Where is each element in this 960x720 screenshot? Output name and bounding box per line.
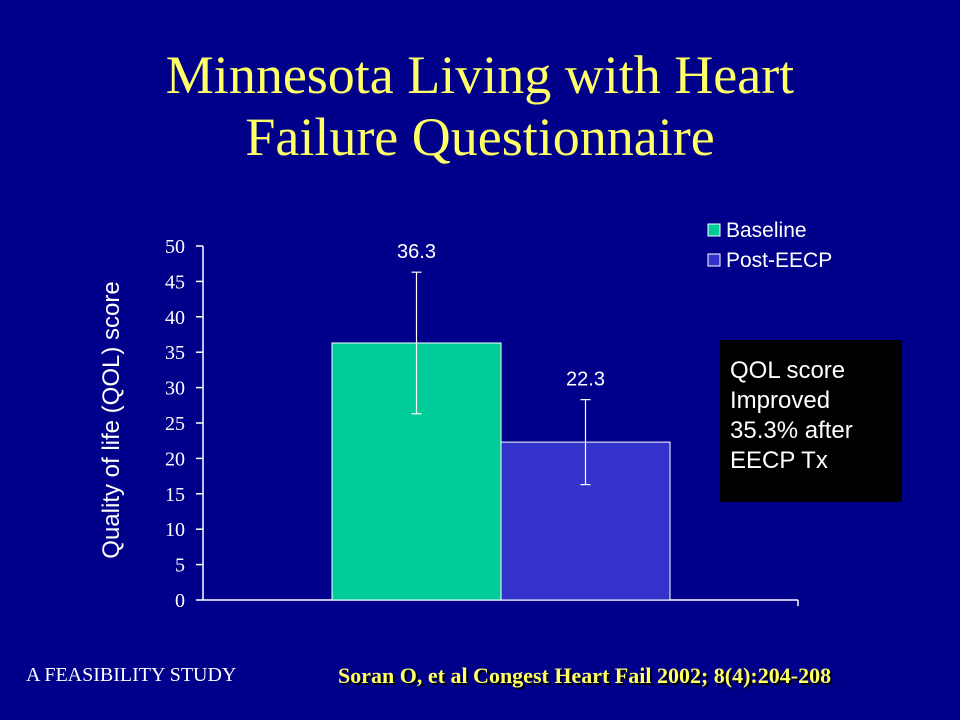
- data-label: 36.3: [397, 241, 436, 263]
- y-tick-label: 40: [165, 307, 185, 329]
- data-label: 22.3: [566, 369, 605, 391]
- legend-label: Baseline: [726, 219, 807, 242]
- title-line-1: Minnesota Living with Heart: [165, 45, 795, 105]
- y-axis-label: Quality of life (QOL) score: [98, 281, 125, 559]
- callout-line-1: QOL score: [730, 357, 846, 384]
- y-tick-label: 45: [165, 271, 185, 293]
- citation: Soran O, et al Congest Heart Fail 2002; …: [338, 663, 832, 688]
- study-label: A FEASIBILITY STUDY: [26, 664, 237, 686]
- title-line-2: Failure Questionnaire: [245, 107, 715, 167]
- y-tick-label: 50: [165, 236, 185, 258]
- slide-title: Minnesota Living with Heart Failure Ques…: [0, 44, 960, 168]
- callout-box: QOL score Improved 35.3% after EECP Tx: [720, 340, 902, 502]
- callout-line-3: 35.3% after: [730, 417, 853, 444]
- legend-swatch: [707, 223, 721, 237]
- legend-label: Post-EECP: [726, 249, 832, 272]
- y-tick-label: 20: [165, 448, 185, 470]
- callout-line-4: EECP Tx: [730, 447, 828, 474]
- y-tick-label: 25: [165, 413, 185, 435]
- y-tick-label: 35: [165, 342, 185, 364]
- y-tick-label: 30: [165, 378, 185, 400]
- y-tick-label: 10: [165, 519, 185, 541]
- callout-line-2: Improved: [730, 387, 831, 414]
- y-tick-label: 0: [175, 590, 185, 612]
- y-tick-label: 15: [165, 484, 185, 506]
- legend-swatch: [707, 253, 721, 267]
- y-tick-label: 5: [175, 555, 185, 577]
